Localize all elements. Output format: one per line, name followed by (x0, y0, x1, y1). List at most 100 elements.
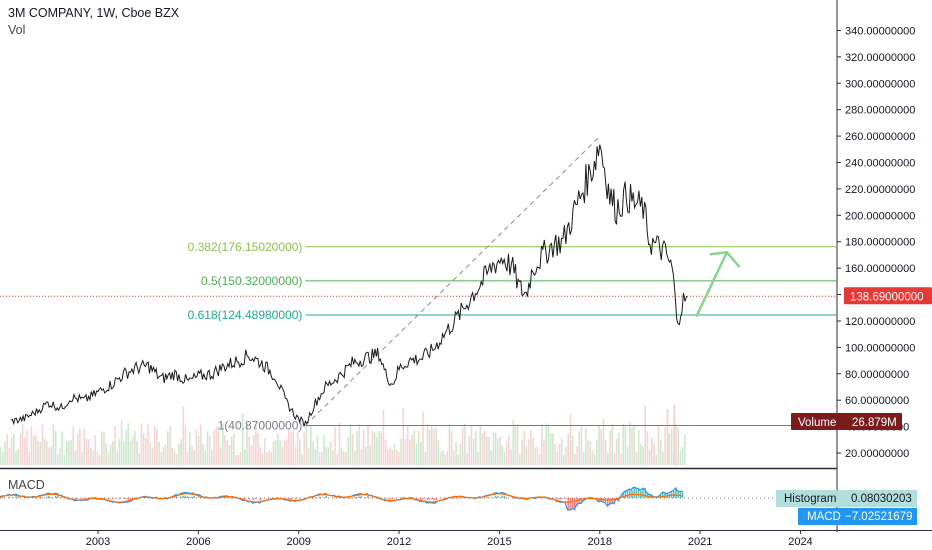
macd-histogram-bar (173, 497, 176, 498)
macd-histogram-bar (54, 496, 57, 498)
arrow-head[interactable] (709, 251, 741, 268)
volume-bar (371, 430, 374, 465)
fib-level-label: 1(40.87000000) (218, 418, 303, 432)
volume-bar (400, 438, 402, 465)
volume-bar (109, 445, 112, 465)
symbol-title[interactable]: 3M COMPANY, 1W, Cboe BZX (8, 6, 180, 20)
macd-histogram-bar (235, 498, 237, 499)
macd-histogram-bar (8, 496, 11, 498)
volume-bar (567, 434, 570, 465)
y-tick-label: 100.00000000 (845, 342, 915, 354)
volume-bar (173, 450, 176, 465)
macd-histogram-bar (497, 496, 499, 498)
y-tick-label: 240.00000000 (845, 157, 915, 169)
volume-bar (138, 453, 141, 465)
macd-histogram-bar (356, 496, 358, 498)
macd-histogram-bar (426, 498, 429, 501)
macd-histogram-bar (24, 497, 26, 498)
arrow-annotation[interactable] (695, 251, 741, 317)
volume-bar (279, 440, 281, 465)
volume-legend[interactable]: Vol (8, 23, 26, 37)
volume-bar (235, 454, 237, 465)
macd-histogram-bar (354, 496, 356, 498)
volume-bar (8, 447, 11, 465)
volume-bar (435, 427, 438, 465)
volume-bar (294, 445, 297, 465)
volume-bar (464, 423, 466, 465)
macd-histogram-bar (486, 496, 488, 498)
fib-retracement[interactable]: 1(40.87000000) 0.618(124.48980000) 0.5(150… (188, 136, 837, 432)
volume-bar (239, 452, 242, 465)
macd-histogram-bar (224, 496, 226, 498)
volume-bar (534, 447, 537, 465)
macd-histogram-bar (318, 496, 321, 498)
volume-bar (644, 405, 647, 465)
volume-bar (431, 425, 433, 465)
macd-histogram-bar (334, 496, 336, 498)
macd-histogram-bar (558, 498, 561, 500)
volume-bar (52, 424, 55, 465)
volume-bar (310, 426, 312, 465)
volume-bar (270, 451, 273, 465)
macd-histogram-bar (127, 498, 129, 500)
macd-histogram-bar (569, 498, 572, 511)
x-tick-label: 2012 (387, 536, 411, 548)
volume-bar (393, 444, 396, 465)
volume-bar (112, 440, 114, 465)
volume-bar (626, 446, 629, 465)
volume-bar (354, 450, 356, 465)
volume-bar (541, 424, 543, 465)
volume-bar (193, 449, 196, 465)
volume-bar (246, 423, 248, 465)
y-tick-label: 300.00000000 (845, 78, 915, 90)
macd-histogram-bar (461, 497, 464, 498)
volume-bar (618, 432, 620, 465)
volume-bar (37, 440, 39, 465)
macd-histogram-bar (514, 498, 517, 499)
macd-histogram-bar (41, 497, 44, 498)
macd-histogram-bar (404, 497, 407, 498)
volume-bar (565, 447, 567, 465)
macd-histogram-bar (428, 498, 431, 500)
y-tick-label: 320.00000000 (845, 52, 915, 64)
volume-bar (340, 447, 343, 465)
volume-bar (79, 428, 81, 465)
macd-histogram-bar (609, 498, 611, 505)
macd-histogram-bar (662, 491, 664, 498)
fib-trendline[interactable] (305, 136, 601, 426)
volume-bar (677, 427, 680, 465)
volume-bar (169, 426, 171, 465)
macd-histogram-bar (39, 496, 41, 498)
macd-histogram-bar (626, 490, 629, 498)
price-axis[interactable]: 20.0000000040.0000000060.0000000080.0000… (837, 25, 915, 460)
volume-bar (200, 424, 202, 465)
y-tick-label: 180.00000000 (845, 237, 915, 249)
arrow-shaft[interactable] (695, 251, 729, 317)
y-tick-label: 340.00000000 (845, 25, 915, 37)
volume-bar (466, 452, 468, 465)
macd-histogram-bar (567, 498, 569, 511)
macd-histogram-bar (46, 496, 48, 498)
volume-bar (600, 429, 603, 465)
macd-histogram-bar (435, 498, 437, 501)
macd-histogram-bar (112, 498, 114, 500)
volume-bar (433, 429, 435, 465)
volume-bar (574, 454, 576, 465)
volume-bar (530, 430, 532, 465)
volume-bar (50, 446, 53, 465)
volume-bar (384, 439, 387, 465)
volume-bar (131, 437, 134, 465)
volume-bar (556, 451, 559, 465)
macd-legend[interactable]: MACD (8, 478, 45, 492)
volume-bar (662, 451, 664, 465)
volume-bar (334, 427, 336, 465)
volume-bar (358, 424, 361, 465)
histogram-tag-label: Histogram (784, 493, 836, 505)
volume-bar (580, 426, 583, 465)
macd-histogram-bar (191, 496, 193, 498)
time-axis[interactable]: 2003 2006 2009 2012 2015 2018 2021 2024 (86, 530, 813, 548)
volume-bar (72, 426, 75, 465)
volume-bar (158, 441, 160, 465)
volume-tag-label: Volume (798, 417, 836, 429)
